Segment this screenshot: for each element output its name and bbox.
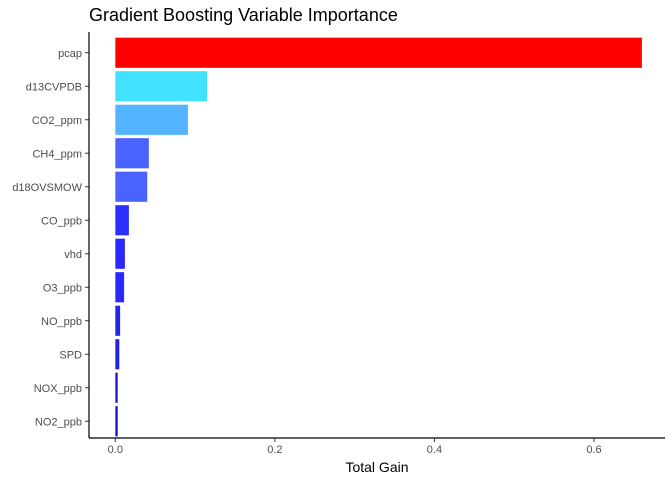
chart-title: Gradient Boosting Variable Importance [89, 5, 398, 25]
y-tick-label-d13CVPDB: d13CVPDB [26, 81, 82, 93]
y-tick-label-NOX_ppb: NOX_ppb [34, 383, 82, 395]
bar-NO_ppb [115, 305, 121, 336]
x-tick-label-0.6: 0.6 [586, 444, 601, 456]
x-axis: 0.0 0.2 0.4 0.6 [89, 437, 665, 456]
bar-d18OVSMOW [115, 171, 148, 202]
bar-NO2_ppb [115, 406, 118, 437]
y-axis: pcap d13CVPDB CO2_ppm CH4_ppm d18OVSMOW CO_pp… [12, 32, 90, 438]
y-tick-label-CO2_ppm: CO2_ppm [32, 115, 82, 127]
bar-CH4_ppm [115, 138, 149, 169]
bar-NOX_ppb [115, 372, 118, 403]
x-tick-label-0.4: 0.4 [427, 444, 442, 456]
y-tick-label-NO2_ppb: NO2_ppb [35, 416, 82, 428]
bars-group [115, 37, 642, 437]
y-tick-label-CH4_ppm: CH4_ppm [32, 148, 82, 160]
bar-SPD [115, 339, 120, 370]
y-tick-label-pcap: pcap [58, 48, 82, 60]
bar-CO2_ppm [115, 104, 188, 135]
y-tick-label-SPD: SPD [59, 349, 82, 361]
bar-vhd [115, 238, 125, 269]
bar-d13CVPDB [115, 71, 208, 102]
y-tick-label-d18OVSMOW: d18OVSMOW [12, 182, 82, 194]
bar-CO_ppb [115, 205, 129, 236]
y-tick-label-CO_ppb: CO_ppb [41, 215, 82, 227]
x-tick-label-0.0: 0.0 [108, 444, 123, 456]
bar-pcap [115, 37, 642, 68]
y-tick-label-NO_ppb: NO_ppb [41, 316, 82, 328]
x-axis-title: Total Gain [345, 459, 408, 475]
y-tick-label-vhd: vhd [64, 249, 82, 261]
bar-O3_ppb [115, 272, 125, 303]
x-tick-label-0.2: 0.2 [267, 444, 282, 456]
y-tick-label-O3_ppb: O3_ppb [43, 282, 82, 294]
